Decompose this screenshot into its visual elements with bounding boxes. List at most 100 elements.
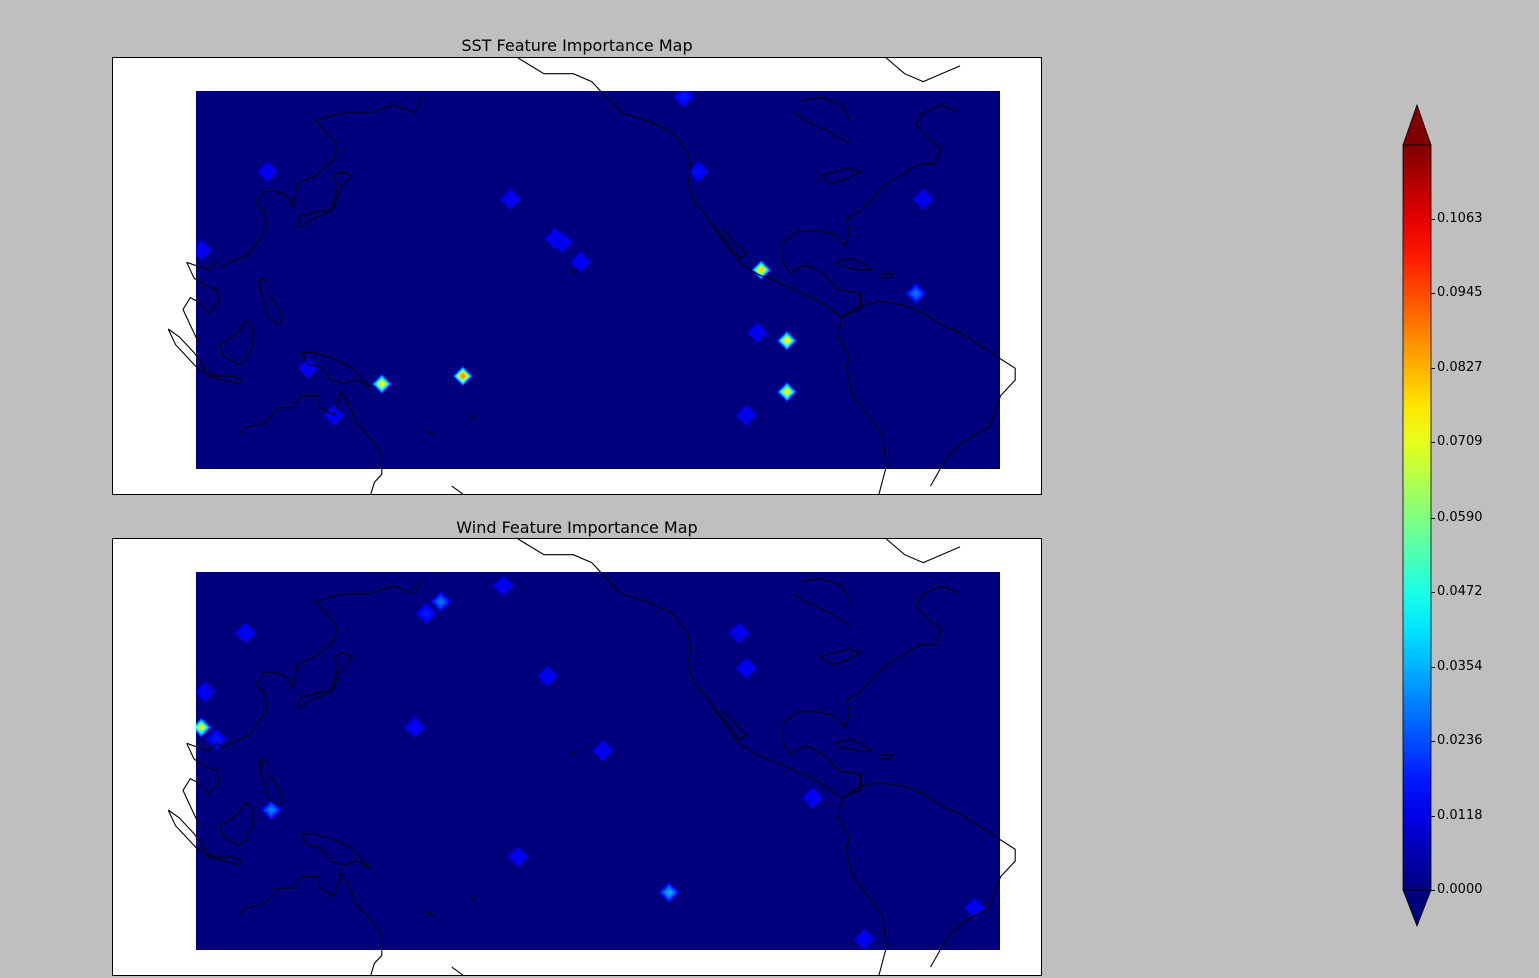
- sst-map-svg: [167, 58, 1016, 494]
- wind-map-title: Wind Feature Importance Map: [456, 518, 698, 537]
- coastline-11: [782, 585, 961, 795]
- coastline-4: [259, 758, 284, 807]
- hotspot-14: [451, 365, 474, 388]
- coastline-7: [300, 352, 372, 389]
- coastline-10: [712, 226, 748, 260]
- hotspot-9: [775, 329, 798, 352]
- hotspot-12: [912, 188, 935, 211]
- coastline-8: [237, 390, 383, 494]
- heatmap-hotspots: [196, 91, 935, 427]
- colorbar-tick-label: 0.0236: [1437, 733, 1483, 748]
- coastline-17: [885, 539, 961, 564]
- colorbar-tick-label: 0.0118: [1437, 807, 1483, 823]
- colorbar-gradient: [1402, 144, 1432, 891]
- coastlines: [167, 539, 1016, 975]
- coastlines: [167, 58, 1016, 494]
- wind-map-panel: [112, 538, 1042, 976]
- colorbar-tick-mark: [1431, 666, 1435, 668]
- coastline-18: [793, 577, 851, 627]
- hotspot-1: [415, 602, 438, 625]
- hotspot-8: [746, 321, 769, 344]
- colorbar-tick-label: 0.0827: [1437, 359, 1483, 375]
- hotspot-5: [735, 657, 758, 680]
- coastline-0: [186, 97, 423, 271]
- colorbar-tick-mark: [1431, 815, 1435, 817]
- colorbar-tick-label: 0.0472: [1437, 584, 1483, 599]
- hotspot-3: [569, 251, 592, 274]
- coastline-21: [425, 430, 434, 436]
- coastline-5: [167, 328, 206, 373]
- colorbar-tick-mark: [1431, 592, 1435, 593]
- hotspot-1: [499, 188, 522, 211]
- hotspot-15: [853, 928, 876, 950]
- hotspot-0: [256, 160, 279, 183]
- colorbar-tick-mark: [1431, 367, 1435, 369]
- coastline-14: [879, 273, 895, 279]
- coastline-9: [517, 539, 850, 799]
- heatmap-background: [196, 572, 1000, 950]
- heatmap-background: [196, 91, 1000, 469]
- hotspot-13: [591, 740, 614, 763]
- coastline-10: [712, 707, 748, 741]
- hotspot-18: [196, 239, 213, 262]
- hotspot-14: [234, 622, 257, 645]
- coastline-15: [841, 781, 1016, 968]
- colorbar-tick-mark: [1431, 741, 1435, 742]
- colorbar-tick-label: 0.0590: [1437, 509, 1483, 525]
- sst-map-panel: [112, 57, 1042, 495]
- hotspot-8: [205, 728, 228, 751]
- coastline-15: [841, 300, 1016, 487]
- hotspot-6: [403, 716, 426, 739]
- colorbar-tick-label: 0.0945: [1437, 285, 1483, 301]
- coastline-8: [237, 871, 383, 975]
- colorbar-extend-min: [1402, 889, 1432, 928]
- coastline-7: [300, 833, 372, 870]
- hotspot-4: [728, 622, 751, 645]
- coastline-1: [296, 652, 354, 709]
- coastline-2: [182, 262, 221, 346]
- coastline-1: [296, 171, 354, 228]
- hotspot-17: [196, 681, 217, 704]
- wind-map-svg: [167, 539, 1016, 975]
- colorbar-tick-mark: [1431, 218, 1435, 220]
- colorbar-tick-mark: [1431, 442, 1435, 444]
- coastline-13: [834, 257, 874, 271]
- colorbar-tick-label: 0.0709: [1437, 434, 1483, 450]
- colorbar-svg: [1402, 103, 1432, 928]
- coastline-11: [782, 104, 961, 314]
- coastline-3: [219, 801, 254, 847]
- coastline-19: [451, 485, 464, 494]
- coastline-6: [204, 852, 243, 866]
- coastline-9: [517, 58, 850, 318]
- coastline-5: [167, 809, 206, 854]
- hotspot-10: [801, 787, 824, 810]
- colorbar-tick-label: 0.1063: [1437, 210, 1483, 226]
- colorbar: 0.0000 0.0118 0.0236 0.0354 0.0472 0.0590 0.07…: [1395, 100, 1515, 930]
- hotspot-6: [687, 160, 710, 183]
- sst-map-title: SST Feature Importance Map: [461, 36, 693, 55]
- coastline-14: [879, 754, 895, 760]
- hotspot-10: [775, 380, 798, 403]
- heatmap-hotspots: [196, 575, 986, 950]
- hotspot-7: [196, 716, 213, 739]
- colorbar-tick-label: 0.0000: [1437, 882, 1483, 897]
- hotspot-3: [536, 665, 559, 688]
- coastline-12: [819, 648, 862, 666]
- coastline-20: [569, 750, 578, 756]
- coastline-4: [259, 277, 284, 326]
- coastline-20: [569, 269, 578, 275]
- hotspot-11: [658, 881, 681, 904]
- hotspot-0: [429, 590, 452, 613]
- colorbar-tick-label: 0.0354: [1437, 658, 1483, 674]
- coastline-22: [469, 415, 475, 421]
- colorbar-tick-mark: [1431, 293, 1435, 295]
- coastline-13: [834, 738, 874, 752]
- hotspot-5: [672, 91, 695, 109]
- hotspot-11: [735, 404, 758, 427]
- coastline-17: [885, 58, 961, 83]
- coastline-18: [793, 96, 851, 146]
- coastline-12: [819, 167, 862, 185]
- coastline-6: [204, 371, 243, 385]
- coastline-22: [469, 896, 475, 902]
- hotspot-2: [492, 575, 515, 598]
